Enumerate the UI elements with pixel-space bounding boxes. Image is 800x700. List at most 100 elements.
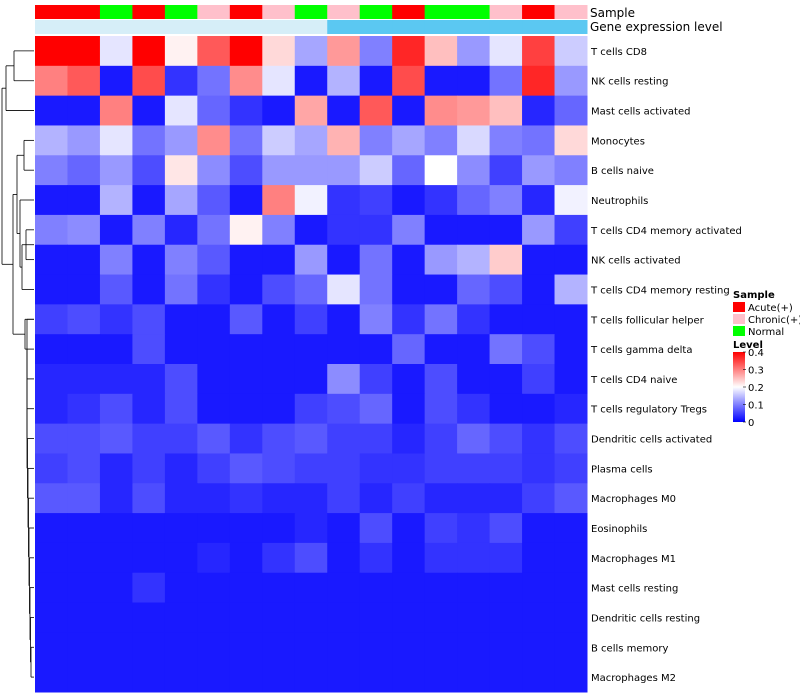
heatmap-cell <box>457 36 491 67</box>
heatmap-cell <box>359 185 393 216</box>
heatmap-cell <box>262 423 296 454</box>
sample-annotation-cell <box>424 5 458 19</box>
heatmap-cell <box>35 513 68 544</box>
heatmap-cell <box>457 662 491 693</box>
heatmap-cell <box>554 542 588 574</box>
level-annotation-cell <box>35 20 68 34</box>
heatmap-cell <box>392 95 426 126</box>
heatmap-cell <box>522 542 556 574</box>
heatmap-cell <box>164 423 198 454</box>
heatmap-cell <box>132 632 166 663</box>
heatmap-cell <box>294 483 328 514</box>
heatmap-cell <box>359 36 393 67</box>
heatmap-cell <box>359 602 393 633</box>
row-label: B cells naive <box>591 166 654 177</box>
heatmap-cell <box>35 662 68 693</box>
heatmap-cell <box>67 483 101 514</box>
heatmap-cell <box>392 602 426 633</box>
sample-annotation-cell <box>164 5 198 19</box>
heatmap-cell <box>294 393 328 425</box>
annotation-title-sample: Sample <box>590 6 635 20</box>
level-annotation-cell <box>489 20 523 34</box>
heatmap-cell <box>229 513 263 544</box>
heatmap-cell <box>489 602 523 633</box>
heatmap-cell <box>99 662 133 693</box>
heatmap-cell <box>392 244 426 276</box>
heatmap-cell <box>262 632 296 663</box>
heatmap-cell <box>229 214 263 246</box>
heatmap-cell <box>489 155 523 186</box>
heatmap-cell <box>35 244 68 276</box>
heatmap-cell <box>132 453 166 484</box>
heatmap-cell <box>262 483 296 514</box>
heatmap-cell <box>392 513 426 544</box>
row-label: T cells CD8 <box>590 47 647 58</box>
heatmap-cell <box>424 393 458 425</box>
heatmap-cell <box>424 513 458 544</box>
heatmap-cell <box>197 602 231 633</box>
heatmap-cell <box>489 632 523 663</box>
row-label: Dendritic cells resting <box>591 613 700 624</box>
sample-legend-label: Acute(+) <box>748 303 793 314</box>
heatmap-cell <box>327 244 361 276</box>
heatmap-cell <box>489 65 523 97</box>
heatmap-cell <box>327 632 361 663</box>
heatmap-cell <box>457 304 491 335</box>
heatmap-cell <box>294 572 328 604</box>
color-scale-tick-label: 0.3 <box>748 366 764 377</box>
heatmap-cell <box>99 364 133 395</box>
level-annotation-cell <box>67 20 101 34</box>
heatmap-cell <box>392 483 426 514</box>
heatmap-cell <box>164 125 198 156</box>
heatmap-cell <box>424 244 458 276</box>
heatmap-cell <box>359 423 393 454</box>
heatmap-cell <box>359 572 393 604</box>
heatmap-cell <box>197 364 231 395</box>
heatmap-cell <box>392 334 426 365</box>
heatmap-cell <box>457 513 491 544</box>
heatmap-cell <box>424 125 458 156</box>
heatmap-cell <box>35 483 68 514</box>
heatmap-cell <box>327 334 361 365</box>
heatmap-cell <box>67 36 101 67</box>
heatmap-cell <box>262 125 296 156</box>
sample-annotation-cell <box>67 5 101 19</box>
sample-legend-swatch <box>733 314 745 324</box>
heatmap-cell <box>359 125 393 156</box>
level-annotation-cell <box>554 20 588 34</box>
heatmap-cell <box>132 155 166 186</box>
heatmap-cell <box>457 542 491 574</box>
heatmap-cell <box>262 36 296 67</box>
heatmap-cell <box>164 185 198 216</box>
heatmap-cell <box>35 602 68 633</box>
heatmap-cell <box>35 36 68 67</box>
heatmap-cell <box>294 65 328 97</box>
heatmap-cell <box>197 423 231 454</box>
heatmap-cell <box>164 393 198 425</box>
annotation-title-gene-expression-level: Gene expression level <box>590 20 723 34</box>
heatmap-cell <box>99 632 133 663</box>
heatmap-cell <box>229 185 263 216</box>
heatmap-cell <box>392 214 426 246</box>
heatmap-cell <box>294 334 328 365</box>
heatmap-cell <box>197 65 231 97</box>
heatmap-cell <box>489 334 523 365</box>
heatmap-cell <box>132 572 166 604</box>
heatmap-cell <box>67 125 101 156</box>
heatmap-cell <box>67 572 101 604</box>
heatmap-cell <box>457 602 491 633</box>
heatmap-cell <box>164 572 198 604</box>
row-label: Macrophages M1 <box>591 554 676 565</box>
heatmap-cells <box>35 36 588 693</box>
heatmap-cell <box>294 244 328 276</box>
heatmap-cell <box>392 542 426 574</box>
heatmap-cell <box>164 602 198 633</box>
color-scale-tick-label: 0.2 <box>748 383 764 394</box>
level-annotation-cell <box>132 20 166 34</box>
heatmap-cell <box>554 453 588 484</box>
heatmap-cell <box>327 393 361 425</box>
heatmap-cell <box>99 572 133 604</box>
heatmap-cell <box>197 214 231 246</box>
level-annotation-cell <box>294 20 328 34</box>
heatmap-cell <box>457 214 491 246</box>
